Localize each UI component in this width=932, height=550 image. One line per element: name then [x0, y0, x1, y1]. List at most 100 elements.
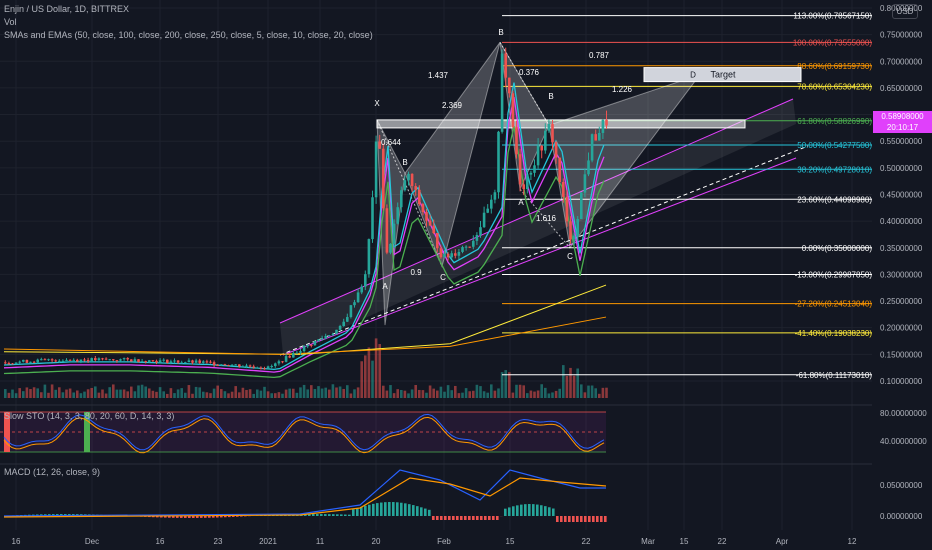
volume-bar	[238, 392, 241, 398]
candle-body	[497, 131, 500, 193]
candle-body	[562, 182, 565, 197]
candle-body	[468, 246, 471, 248]
macd-histogram-bar	[580, 516, 583, 522]
volume-bar	[328, 389, 331, 398]
candle-body	[580, 192, 583, 220]
candle-body	[281, 361, 284, 363]
ratio-line	[519, 188, 571, 249]
volume-bar	[331, 384, 335, 398]
candle-body	[108, 359, 111, 361]
last-price: 0.58908000	[881, 112, 924, 121]
candle-body	[360, 286, 363, 293]
macd-histogram-bar	[336, 514, 339, 516]
volume-bar	[551, 392, 554, 398]
candle-body	[454, 253, 457, 256]
candle-body	[403, 180, 407, 191]
macd-histogram-bar	[416, 506, 419, 516]
volume-bar	[360, 361, 363, 398]
macd-histogram-bar	[216, 516, 219, 518]
candle-body	[169, 361, 173, 363]
volume-bar	[418, 389, 421, 398]
volume-bar	[497, 388, 500, 398]
macd-histogram-bar	[52, 514, 55, 516]
volume-bar	[371, 360, 374, 398]
stochastic-pane: Slow STO (14, 3, 3, 80, 20, 60, D, 14, 3…	[0, 404, 927, 454]
candle-body	[166, 359, 169, 363]
volume-bar	[605, 387, 608, 398]
volume-bar	[166, 393, 169, 398]
volume-bar	[58, 387, 61, 398]
macd-histogram-bar	[540, 505, 543, 516]
volume-bar	[580, 384, 583, 398]
macd-histogram-bar	[544, 506, 547, 516]
pattern-point-label: C	[567, 252, 573, 261]
price-axis[interactable]: 0.80000000 0.75000000 0.70000000 0.65000000…	[880, 4, 923, 386]
macd-histogram-bar	[180, 516, 183, 518]
macd-histogram-bar	[388, 502, 391, 516]
volume-bar	[317, 386, 320, 398]
volume-bar	[140, 384, 144, 398]
volume-bar	[187, 385, 191, 398]
candle-body	[90, 358, 93, 362]
time-axis[interactable]: 16 Dec 16 23 2021 11 20 Feb 15 22 Mar 15 22 Apr 12	[12, 537, 857, 546]
currency-button[interactable]: USD	[892, 4, 918, 19]
candle-body	[418, 189, 421, 205]
macd-histogram-bar	[424, 508, 427, 516]
volume-bar	[202, 391, 205, 398]
macd-histogram-bar	[532, 504, 535, 516]
candle-body	[198, 360, 201, 363]
candle-body	[18, 361, 21, 363]
time-axis-label: Apr	[776, 537, 789, 546]
candle-body	[248, 365, 252, 367]
volume-bar	[65, 389, 68, 398]
time-axis-label: 16	[156, 537, 165, 546]
volume-bar	[313, 389, 317, 398]
volume-bar	[421, 390, 425, 398]
macd-histogram-bar	[384, 502, 387, 516]
volume-bar	[392, 393, 396, 398]
volume-bar	[439, 386, 443, 398]
macd-histogram-bar	[356, 508, 359, 516]
macd-histogram-bar	[444, 516, 447, 520]
candle-body	[310, 344, 313, 346]
macd-histogram-bar	[572, 516, 575, 522]
candle-body	[241, 366, 245, 368]
candle-body	[130, 359, 133, 362]
candle-body	[529, 172, 533, 175]
volume-bar	[320, 388, 324, 398]
volume-bar	[353, 389, 356, 398]
fib-label: 50.00%(0.54277500)	[797, 141, 872, 150]
candle-body	[202, 361, 205, 363]
candle-body	[288, 356, 291, 358]
vol-legend[interactable]: Vol	[4, 17, 17, 27]
time-axis-label: 12	[848, 537, 857, 546]
volume-bar	[500, 372, 504, 398]
macd-histogram-bar	[232, 516, 235, 517]
target-box	[643, 67, 802, 83]
volume-bar	[601, 387, 605, 398]
candle-body	[119, 359, 122, 361]
candle-body	[230, 364, 234, 366]
macd-histogram-bar	[596, 516, 599, 522]
macd-histogram-bar	[560, 516, 563, 522]
volume-bar	[223, 391, 227, 398]
volume-bar	[25, 387, 29, 398]
volume-bar	[158, 387, 162, 398]
candle-body	[4, 362, 7, 364]
macd-histogram-bar	[184, 516, 187, 518]
volume-bar	[454, 385, 457, 398]
ratio-line	[499, 42, 550, 126]
macd-histogram-bar	[404, 503, 407, 516]
candle-body	[526, 174, 529, 190]
volume-bar	[101, 389, 104, 398]
target-label: Target	[710, 70, 736, 80]
volume-bar	[356, 387, 360, 398]
candle-body	[148, 360, 151, 363]
ma-legend[interactable]: SMAs and EMAs (50, close, 100, close, 20…	[4, 30, 373, 40]
candle-body	[277, 361, 281, 364]
symbol-title[interactable]: Enjin / US Dollar, 1D, BITTREX	[4, 4, 130, 14]
candle-body	[299, 351, 302, 353]
macd-histogram-bar	[168, 516, 171, 518]
volume-bar	[407, 393, 410, 398]
